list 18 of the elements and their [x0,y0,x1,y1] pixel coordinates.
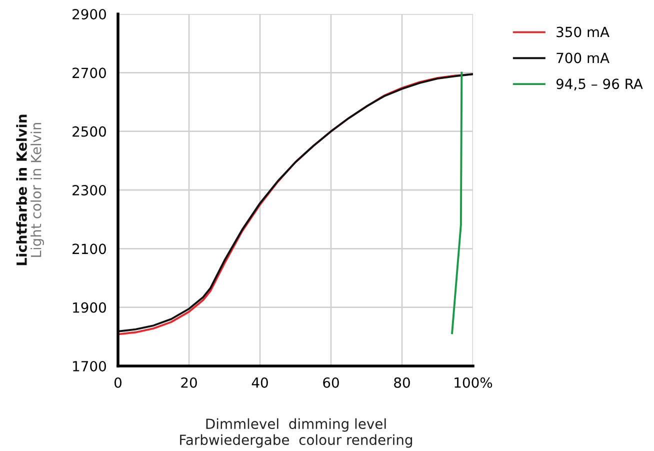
y-tick-label: 2300 [72,184,106,196]
x-tick-label: 80 [394,377,410,388]
y-tick-label: 1700 [73,360,106,372]
y-tick-label: 2700 [72,68,106,78]
x-tick-label: 0 [114,377,122,388]
legend-label: 700 mA [556,52,610,64]
x-tick-label: 20 [181,377,197,388]
x-axis-title: Dimmlevel dimming level Farbwiedergabe colour rendering [180,418,412,448]
y-tick-label: 2100 [72,244,106,254]
x-tick-label: 100% [454,377,492,388]
y-tick-label: 2500 [72,126,106,137]
legend-label: 94,5 – 96 RA [556,78,643,91]
legend-label: 350 mA [556,26,610,38]
y-axis-title: Lichtfarbe in Kelvin Light color in Kelvin [16,114,44,266]
x-tick-label: 40 [252,377,268,388]
y-tick-label: 2900 [72,8,106,20]
y-tick-label: 1900 [73,302,106,313]
x-tick-label: 60 [323,377,339,388]
